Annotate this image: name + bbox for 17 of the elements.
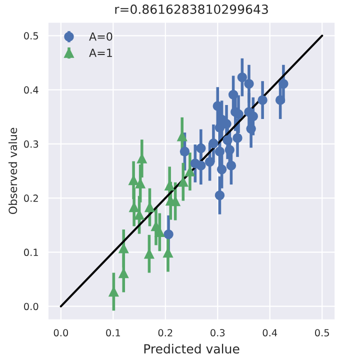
y-tick-label: 0.4 [24, 86, 38, 94]
y-tick-label: 0.5 [24, 32, 38, 40]
x-tick-label: 0.5 [315, 329, 329, 336]
y-tick-label: 0.0 [24, 302, 38, 310]
legend-label: A=1 [89, 48, 112, 57]
y-tick-label: 0.1 [24, 248, 38, 256]
y-tick-label: 0.2 [24, 194, 38, 202]
chart-title: r=0.8616283810299643 [115, 4, 268, 14]
x-tick-label: 0.2 [158, 329, 172, 336]
x-tick-label: 0.3 [210, 329, 225, 336]
y-axis-title: Observed value [8, 128, 18, 214]
legend-label: A=0 [89, 32, 112, 41]
x-axis-title: Predicted value [144, 344, 240, 354]
y-tick-label: 0.3 [24, 140, 38, 148]
x-tick-label: 0.4 [262, 329, 278, 336]
x-tick-label: 0.0 [54, 329, 68, 336]
x-tick-label: 0.1 [106, 329, 120, 336]
